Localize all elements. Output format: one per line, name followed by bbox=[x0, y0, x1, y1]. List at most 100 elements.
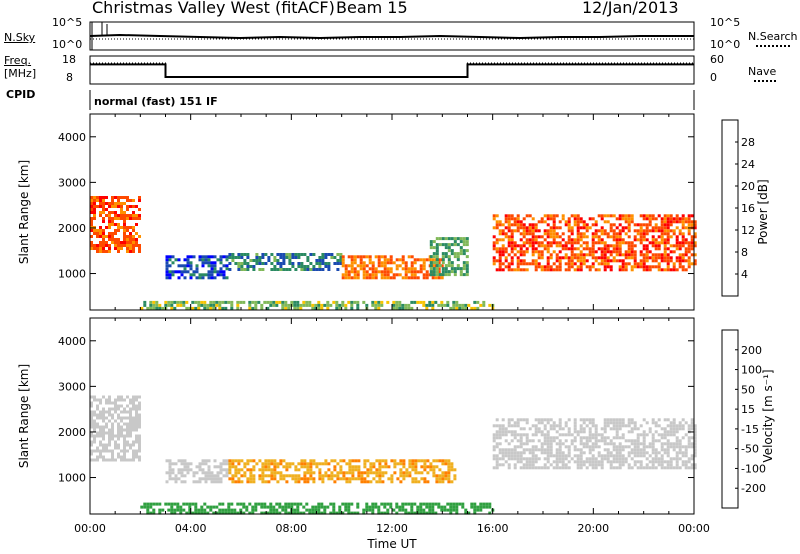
scatter-cell bbox=[621, 457, 625, 461]
scatter-cell bbox=[531, 433, 535, 437]
scatter-cell bbox=[537, 466, 541, 470]
scatter-cell bbox=[111, 455, 114, 459]
scatter-cell bbox=[389, 276, 393, 280]
scatter-cell bbox=[335, 300, 339, 304]
scatter-cell bbox=[582, 451, 586, 455]
scatter-cell bbox=[678, 217, 682, 221]
scatter-cell bbox=[302, 505, 306, 509]
scatter-cell bbox=[404, 303, 408, 307]
scatter-cell bbox=[612, 424, 616, 428]
scatter-cell bbox=[648, 223, 652, 227]
scatter-cell bbox=[374, 300, 378, 304]
scatter-cell bbox=[158, 508, 162, 512]
scatter-cell bbox=[126, 226, 129, 229]
scatter-cell bbox=[410, 264, 414, 268]
scatter-cell bbox=[648, 460, 652, 464]
scatter-cell bbox=[693, 226, 697, 230]
scatter-cell bbox=[456, 258, 460, 262]
scatter-cell bbox=[543, 229, 547, 233]
scatter-cell bbox=[690, 418, 694, 422]
scatter-cell bbox=[621, 424, 625, 428]
scatter-cell bbox=[462, 243, 466, 247]
scatter-cell bbox=[633, 442, 637, 446]
scatter-region-4 bbox=[429, 237, 469, 277]
scatter-cell bbox=[383, 273, 387, 277]
scatter-cell bbox=[600, 232, 604, 236]
scatter-cell bbox=[273, 265, 277, 268]
scatter-cell bbox=[198, 258, 202, 262]
scatter-cell bbox=[540, 220, 544, 224]
scatter-cell bbox=[174, 258, 178, 262]
scatter-cell bbox=[279, 265, 283, 268]
scatter-cell bbox=[398, 264, 402, 268]
scatter-cell bbox=[407, 270, 411, 274]
scatter-cell bbox=[341, 255, 345, 259]
scatter-cell bbox=[111, 437, 114, 441]
scatter-cell bbox=[498, 232, 502, 236]
scatter-cell bbox=[453, 240, 457, 244]
scatter-cell bbox=[114, 232, 117, 235]
scatter-cell bbox=[306, 471, 310, 475]
scatter-cell bbox=[120, 425, 123, 429]
scatter-cell bbox=[269, 505, 273, 509]
scatter-cell bbox=[561, 238, 565, 242]
scatter-cell bbox=[669, 244, 673, 248]
scatter-cell bbox=[669, 427, 673, 431]
scatter-cell bbox=[273, 468, 277, 472]
scatter-cell bbox=[212, 306, 216, 310]
scatter-cell bbox=[633, 427, 637, 431]
scatter-cell bbox=[434, 300, 438, 304]
scatter-cell bbox=[476, 508, 480, 512]
scatter-cell bbox=[216, 474, 220, 478]
scatter-cell bbox=[321, 480, 325, 484]
y-tick-label: 2000 bbox=[58, 426, 86, 439]
scatter-cell bbox=[600, 466, 604, 470]
scatter-cell bbox=[549, 268, 553, 272]
scatter-cell bbox=[534, 454, 538, 458]
scatter-cell bbox=[681, 214, 685, 218]
scatter-cell bbox=[416, 505, 420, 509]
scatter-cell bbox=[672, 232, 676, 236]
scatter-cell bbox=[279, 462, 283, 466]
scatter-cell bbox=[561, 433, 565, 437]
scatter-cell bbox=[407, 306, 411, 310]
scatter-cell bbox=[168, 270, 172, 274]
scatter-cell bbox=[669, 445, 673, 449]
scatter-cell bbox=[657, 253, 661, 257]
scatter-cell bbox=[507, 265, 511, 269]
scatter-cell bbox=[365, 273, 369, 277]
scatter-cell bbox=[408, 465, 412, 469]
scatter-cell bbox=[582, 253, 586, 257]
scatter-cell bbox=[504, 460, 508, 464]
scatter-cell bbox=[135, 241, 138, 244]
scatter-cell bbox=[501, 424, 505, 428]
scatter-cell bbox=[642, 265, 646, 269]
scatter-cell bbox=[384, 462, 388, 466]
scatter-cell bbox=[362, 255, 366, 259]
scatter-cell bbox=[579, 436, 583, 440]
scatter-cell bbox=[90, 220, 93, 223]
scatter-cell bbox=[93, 208, 96, 211]
scatter-cell bbox=[270, 468, 274, 472]
scatter-cell bbox=[123, 455, 126, 459]
scatter-cell bbox=[294, 253, 298, 256]
scatter-cell bbox=[96, 196, 99, 199]
scatter-cell bbox=[365, 303, 369, 307]
scatter-cell bbox=[401, 255, 405, 259]
scatter-cell bbox=[108, 235, 111, 238]
scatter-cell bbox=[615, 466, 619, 470]
scatter-cell bbox=[555, 259, 559, 263]
scatter-cell bbox=[339, 262, 343, 265]
scatter-cell bbox=[531, 223, 535, 227]
scatter-cell bbox=[645, 244, 649, 248]
scatter-cell bbox=[195, 465, 199, 469]
scatter-cell bbox=[594, 220, 598, 224]
scatter-cell bbox=[588, 460, 592, 464]
scatter-cell bbox=[362, 300, 366, 304]
scatter-cell bbox=[609, 226, 613, 230]
scatter-cell bbox=[485, 505, 489, 509]
scatter-cell bbox=[384, 471, 388, 475]
scatter-cell bbox=[636, 436, 640, 440]
scatter-cell bbox=[648, 250, 652, 254]
